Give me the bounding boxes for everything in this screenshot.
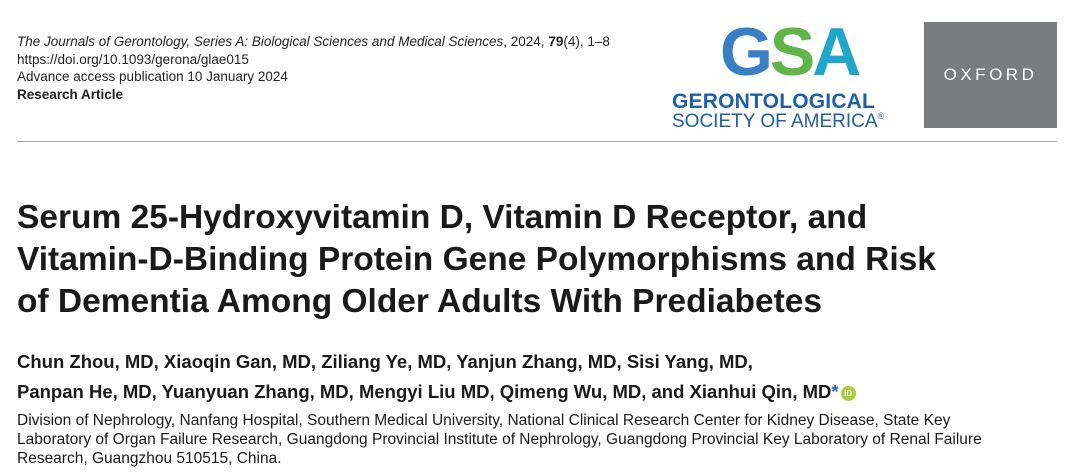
gsa-name-line2: SOCIETY OF AMERICA® bbox=[672, 111, 885, 132]
author-line: Panpan He, MD, Yuanyuan Zhang, MD, Mengy… bbox=[17, 377, 856, 407]
corresponding-author-mark[interactable]: * bbox=[831, 381, 839, 402]
journal-year: , 2024, bbox=[503, 34, 549, 49]
article-title: Serum 25-Hydroxyvitamin D, Vitamin D Rec… bbox=[17, 197, 1067, 323]
oxford-logo-text: OXFORD bbox=[943, 65, 1038, 84]
affiliation: Division of Nephrology, Nanfang Hospital… bbox=[17, 411, 1062, 468]
title-line: Serum 25-Hydroxyvitamin D, Vitamin D Rec… bbox=[17, 199, 868, 236]
author-line: Chun Zhou, MD, Xiaoqin Gan, MD, Ziliang … bbox=[17, 351, 753, 372]
gsa-letters: GSA bbox=[720, 14, 861, 90]
affiliation-line: Research, Guangzhou 510515, China. bbox=[17, 450, 282, 467]
header-divider bbox=[17, 141, 1057, 142]
affiliation-line: Laboratory of Organ Failure Research, Gu… bbox=[17, 431, 982, 448]
gsa-name-line1: GERONTOLOGICAL bbox=[672, 90, 876, 113]
access-note: Advance access publication 10 January 20… bbox=[17, 69, 288, 84]
article-type: Research Article bbox=[17, 86, 124, 102]
journal-citation-line: The Journals of Gerontology, Series A: B… bbox=[17, 33, 610, 51]
author-list: Chun Zhou, MD, Xiaoqin Gan, MD, Ziliang … bbox=[17, 347, 856, 407]
journal-name: The Journals of Gerontology, Series A: B… bbox=[17, 34, 504, 49]
journal-metadata: The Journals of Gerontology, Series A: B… bbox=[17, 33, 610, 103]
title-line: of Dementia Among Older Adults With Pred… bbox=[17, 283, 823, 320]
journal-issue-pages: (4), 1–8 bbox=[563, 34, 610, 49]
journal-volume: 79 bbox=[548, 34, 564, 49]
title-line: Vitamin-D-Binding Protein Gene Polymorph… bbox=[17, 241, 936, 278]
doi-link[interactable]: https://doi.org/10.1093/gerona/glae015 bbox=[17, 51, 249, 67]
gsa-logo[interactable]: GSA GERONTOLOGICAL SOCIETY OF AMERICA® bbox=[672, 14, 910, 132]
orcid-icon[interactable]: iD bbox=[840, 386, 856, 401]
oxford-logo[interactable]: OXFORD bbox=[924, 22, 1057, 128]
affiliation-line: Division of Nephrology, Nanfang Hospital… bbox=[17, 412, 951, 429]
